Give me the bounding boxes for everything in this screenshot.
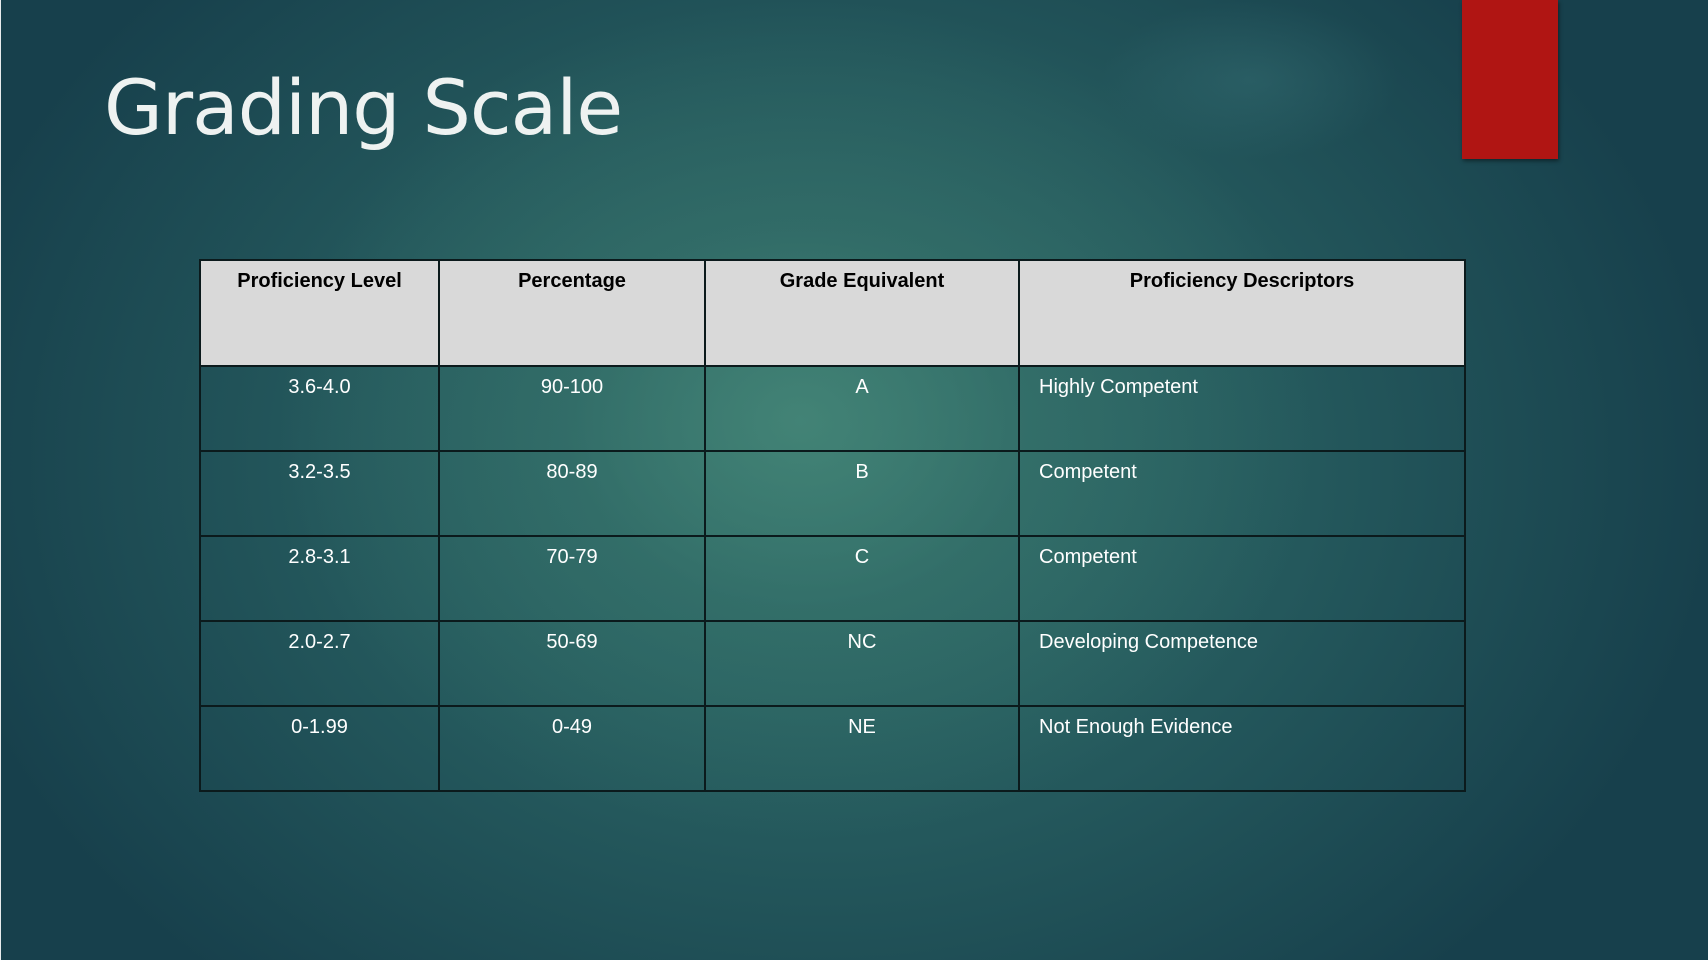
cell-percentage: 80-89 bbox=[438, 450, 706, 537]
table-row: 2.0-2.7 50-69 NC Developing Competence bbox=[199, 620, 1466, 707]
grading-scale-table: Proficiency Level Percentage Grade Equiv… bbox=[199, 259, 1466, 792]
cell-proficiency-level: 0-1.99 bbox=[199, 705, 440, 792]
cell-percentage: 50-69 bbox=[438, 620, 706, 707]
table-row: 3.6-4.0 90-100 A Highly Competent bbox=[199, 365, 1466, 452]
table-row: 3.2-3.5 80-89 B Competent bbox=[199, 450, 1466, 537]
cell-proficiency-descriptor: Highly Competent bbox=[1018, 365, 1466, 452]
cell-proficiency-level: 3.6-4.0 bbox=[199, 365, 440, 452]
cell-proficiency-descriptor: Competent bbox=[1018, 535, 1466, 622]
cell-percentage: 0-49 bbox=[438, 705, 706, 792]
cell-grade-equivalent: NE bbox=[704, 705, 1020, 792]
cell-grade-equivalent: B bbox=[704, 450, 1020, 537]
slide-title: Grading Scale bbox=[104, 63, 623, 152]
table-row: 2.8-3.1 70-79 C Competent bbox=[199, 535, 1466, 622]
table-row: 0-1.99 0-49 NE Not Enough Evidence bbox=[199, 705, 1466, 792]
cell-grade-equivalent: NC bbox=[704, 620, 1020, 707]
cell-proficiency-level: 3.2-3.5 bbox=[199, 450, 440, 537]
header-proficiency-level: Proficiency Level bbox=[199, 259, 440, 367]
cell-proficiency-descriptor: Developing Competence bbox=[1018, 620, 1466, 707]
header-grade-equivalent: Grade Equivalent bbox=[704, 259, 1020, 367]
header-proficiency-descriptors: Proficiency Descriptors bbox=[1018, 259, 1466, 367]
background-glow bbox=[1100, 0, 1400, 160]
cell-proficiency-level: 2.8-3.1 bbox=[199, 535, 440, 622]
cell-grade-equivalent: C bbox=[704, 535, 1020, 622]
table-header-row: Proficiency Level Percentage Grade Equiv… bbox=[199, 259, 1466, 367]
cell-proficiency-descriptor: Competent bbox=[1018, 450, 1466, 537]
cell-percentage: 90-100 bbox=[438, 365, 706, 452]
cell-proficiency-descriptor: Not Enough Evidence bbox=[1018, 705, 1466, 792]
cell-proficiency-level: 2.0-2.7 bbox=[199, 620, 440, 707]
cell-grade-equivalent: A bbox=[704, 365, 1020, 452]
slide-left-edge bbox=[0, 0, 1, 960]
accent-bar bbox=[1462, 0, 1558, 159]
cell-percentage: 70-79 bbox=[438, 535, 706, 622]
header-percentage: Percentage bbox=[438, 259, 706, 367]
